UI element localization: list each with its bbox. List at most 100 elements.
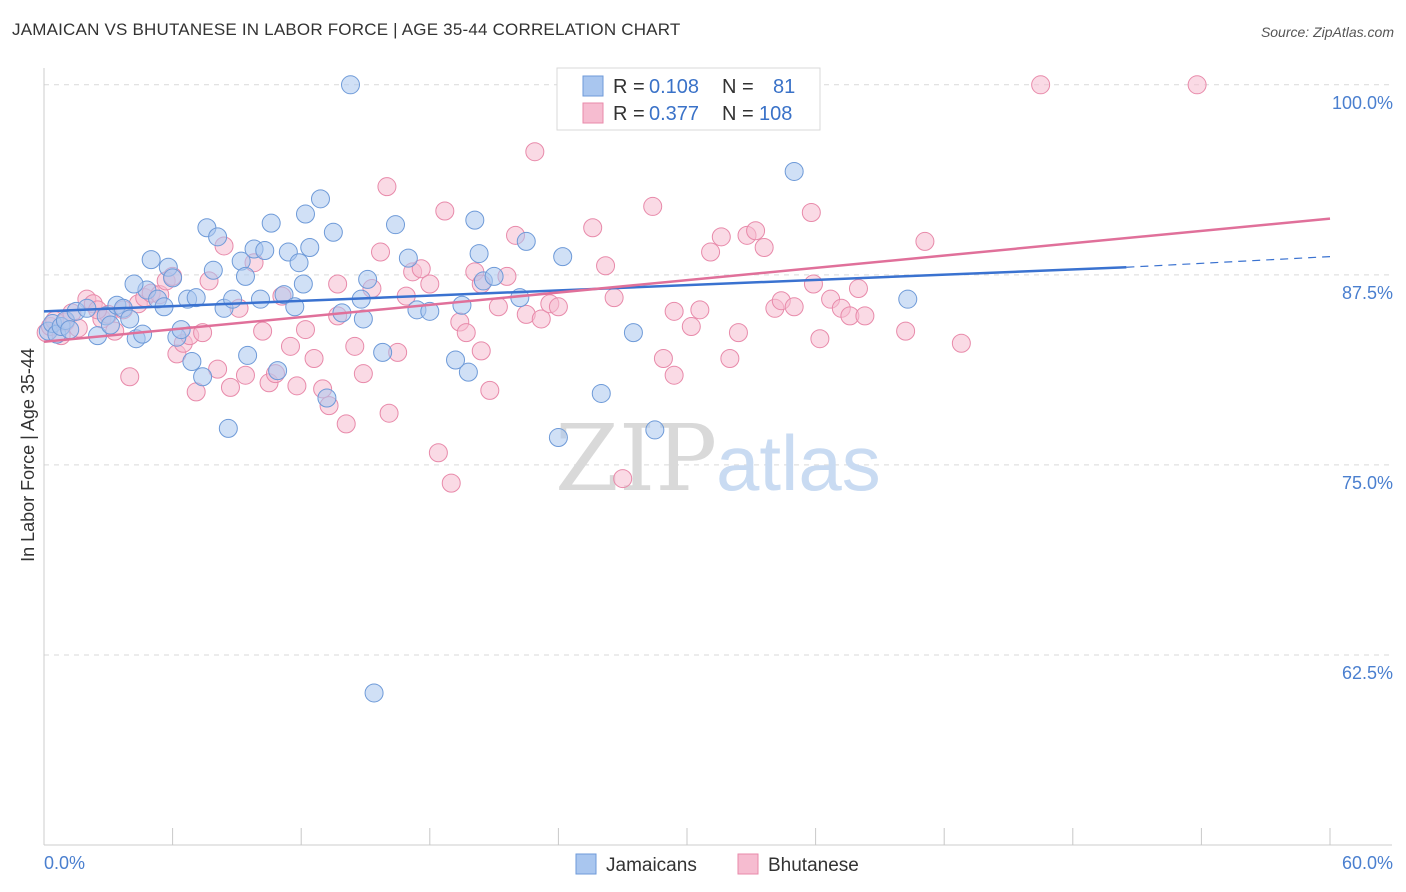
jamaicans-point	[358, 269, 378, 289]
stat-n-value: 81	[773, 76, 795, 98]
y-axis-title: In Labor Force | Age 35-44	[18, 348, 38, 562]
jamaicans-point	[373, 342, 393, 362]
jamaicans-point	[238, 345, 258, 365]
bhutanese-point	[583, 218, 603, 238]
bhutanese-point	[1187, 75, 1207, 95]
bhutanese-point	[720, 348, 740, 368]
jamaicans-point	[898, 289, 918, 309]
legend-bhutanese: Bhutanese	[768, 855, 859, 876]
stats-box: R = 0.108 N = 81 R = 0.377 N = 108	[556, 67, 821, 131]
bhutanese-point	[280, 336, 300, 356]
bhutanese-point	[304, 348, 324, 368]
jamaicans-point	[300, 237, 320, 257]
stat-r-value: 0.377	[649, 103, 699, 125]
bhutanese-point	[208, 359, 228, 379]
bhutanese-point	[379, 403, 399, 423]
jamaicans-trend-extension	[1126, 256, 1331, 268]
bhutanese-point	[855, 306, 875, 326]
y-tick-labels: 100.0% 87.5% 75.0% 62.5%	[1332, 93, 1393, 683]
jamaicans-point	[223, 289, 243, 309]
legend-jamaicans: Jamaicans	[606, 855, 697, 876]
bhutanese-point	[287, 376, 307, 396]
jamaicans-points	[38, 75, 918, 703]
jamaicans-point	[193, 367, 213, 387]
bhutanese-point	[604, 288, 624, 308]
legend-bhutanese-swatch	[737, 853, 759, 875]
x-tick-label: 60.0%	[1342, 853, 1393, 873]
jamaicans-point	[60, 320, 80, 340]
jamaicans-point	[250, 289, 270, 309]
chart-title: JAMAICAN VS BHUTANESE IN LABOR FORCE | A…	[12, 20, 681, 39]
bhutanese-point	[295, 320, 315, 340]
jamaicans-point	[386, 215, 406, 235]
jamaicans-point	[317, 388, 337, 408]
jamaicans-point	[289, 253, 309, 273]
bhutanese-point	[235, 365, 255, 385]
jamaicans-point	[469, 244, 489, 264]
jamaicans-point	[323, 222, 343, 242]
bhutanese-point	[784, 297, 804, 317]
watermark-zip: ZIP	[555, 405, 717, 512]
jamaicans-point	[310, 189, 330, 209]
bhutanese-point	[435, 201, 455, 221]
jamaicans-point	[235, 266, 255, 286]
bhutanese-point	[1031, 75, 1051, 95]
jamaicans-point	[458, 362, 478, 382]
bhutanese-point	[353, 364, 373, 384]
watermark: ZIP atlas	[555, 405, 881, 512]
jamaicans-point	[268, 361, 288, 381]
bhutanese-point	[480, 380, 500, 400]
stat-n-value: 108	[759, 103, 792, 125]
bhutanese-point	[810, 329, 830, 349]
bhutanese-point	[754, 237, 774, 257]
jamaicans-point	[623, 323, 643, 343]
axes	[43, 68, 1392, 846]
jamaicans-point	[784, 161, 804, 181]
bhutanese-point	[428, 443, 448, 463]
bhutanese-point	[951, 333, 971, 353]
bhutanese-point	[848, 279, 868, 299]
bhutanese-point	[896, 321, 916, 341]
stat-n-label: N =	[722, 76, 754, 98]
jamaicans-point	[293, 274, 313, 294]
jamaicans-point	[100, 315, 120, 335]
bhutanese-point	[525, 142, 545, 162]
jamaicans-point	[274, 285, 294, 305]
jamaicans-point	[465, 210, 485, 230]
bhutanese-point	[548, 297, 568, 317]
jamaicans-point	[420, 301, 440, 321]
bhutanese-point	[613, 469, 633, 489]
trend-lines	[43, 217, 1331, 343]
jamaicans-point	[452, 295, 472, 315]
jamaicans-point	[124, 274, 144, 294]
jamaicans-point	[261, 213, 281, 233]
bhutanese-point	[336, 414, 356, 434]
bhutanese-point	[531, 309, 551, 329]
bhutanese-point	[345, 336, 365, 356]
jamaicans-point	[398, 248, 418, 268]
bhutanese-trend-line	[43, 217, 1331, 343]
jamaicans-point	[203, 260, 223, 280]
bhutanese-point	[253, 321, 273, 341]
bhutanese-point	[711, 227, 731, 247]
bhutanese-point	[220, 377, 240, 397]
source-label: Source: ZipAtlas.com	[1260, 24, 1394, 40]
jamaicans-point	[591, 383, 611, 403]
jamaicans-point	[516, 231, 536, 251]
jamaicans-point	[120, 309, 140, 329]
bhutanese-point	[915, 231, 935, 251]
bhutanese-point	[801, 203, 821, 223]
jamaicans-point	[553, 247, 573, 267]
bhutanese-point	[653, 348, 673, 368]
jamaicans-point	[645, 420, 665, 440]
bhutanese-point	[441, 473, 461, 493]
jamaicans-point	[548, 428, 568, 448]
bhutanese-point	[377, 177, 397, 197]
x-tick-labels: 0.0% 60.0%	[44, 853, 1393, 873]
jamaicans-point	[163, 268, 183, 288]
bhutanese-point	[681, 317, 701, 337]
y-tick-label: 87.5%	[1342, 283, 1393, 303]
stat-r-label: R =	[613, 76, 645, 98]
jamaicans-swatch	[582, 75, 604, 97]
bhutanese-point	[746, 221, 766, 241]
